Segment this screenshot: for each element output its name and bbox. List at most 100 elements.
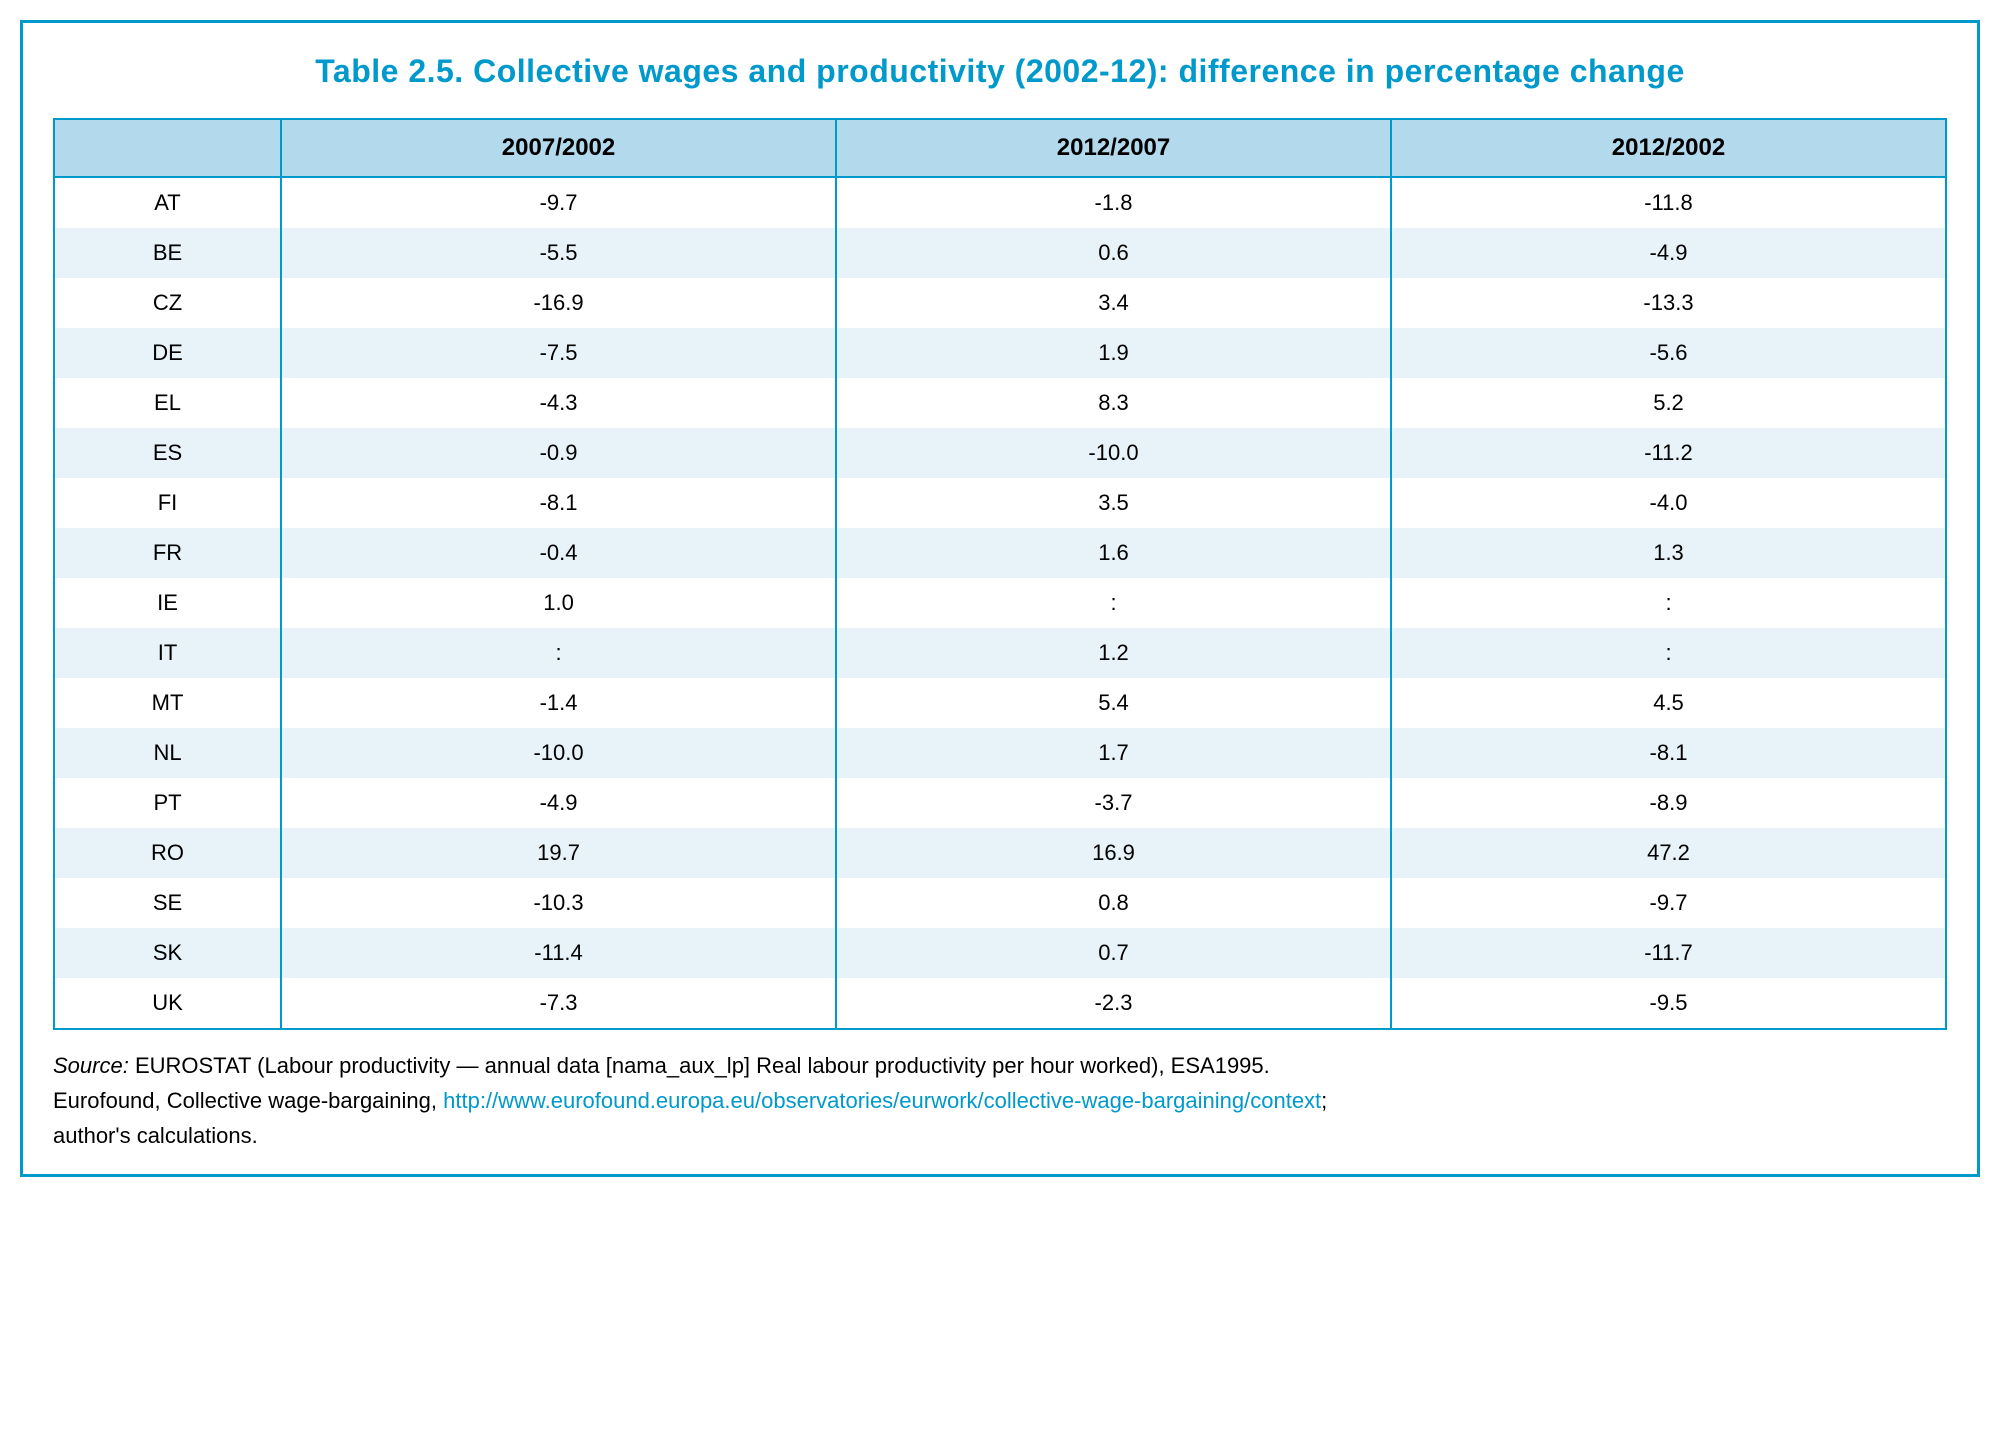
value-cell: -10.0 <box>836 428 1391 478</box>
country-cell: BE <box>54 228 281 278</box>
source-line2-after: ; <box>1321 1088 1327 1113</box>
value-cell: : <box>836 578 1391 628</box>
value-cell: 0.8 <box>836 878 1391 928</box>
value-cell: -11.8 <box>1391 177 1946 228</box>
col-header-2: 2012/2007 <box>836 119 1391 177</box>
value-cell: -11.7 <box>1391 928 1946 978</box>
table-row: EL-4.38.35.2 <box>54 378 1946 428</box>
value-cell: -0.4 <box>281 528 836 578</box>
value-cell: 8.3 <box>836 378 1391 428</box>
table-row: ES-0.9-10.0-11.2 <box>54 428 1946 478</box>
value-cell: 5.2 <box>1391 378 1946 428</box>
value-cell: 1.2 <box>836 628 1391 678</box>
col-header-3: 2012/2002 <box>1391 119 1946 177</box>
value-cell: -4.9 <box>281 778 836 828</box>
country-cell: RO <box>54 828 281 878</box>
country-cell: AT <box>54 177 281 228</box>
source-label: Source: <box>53 1053 129 1078</box>
value-cell: -16.9 <box>281 278 836 328</box>
value-cell: : <box>281 628 836 678</box>
table-row: IT:1.2: <box>54 628 1946 678</box>
value-cell: -8.9 <box>1391 778 1946 828</box>
table-row: NL-10.01.7-8.1 <box>54 728 1946 778</box>
country-cell: IE <box>54 578 281 628</box>
value-cell: -11.2 <box>1391 428 1946 478</box>
table-row: FR-0.41.61.3 <box>54 528 1946 578</box>
value-cell: -9.5 <box>1391 978 1946 1029</box>
source-line1: EUROSTAT (Labour productivity — annual d… <box>129 1053 1270 1078</box>
value-cell: -7.3 <box>281 978 836 1029</box>
value-cell: -5.6 <box>1391 328 1946 378</box>
country-cell: ES <box>54 428 281 478</box>
value-cell: 3.5 <box>836 478 1391 528</box>
value-cell: 3.4 <box>836 278 1391 328</box>
data-table: 2007/2002 2012/2007 2012/2002 AT-9.7-1.8… <box>53 118 1947 1030</box>
value-cell: -9.7 <box>281 177 836 228</box>
country-cell: CZ <box>54 278 281 328</box>
value-cell: 1.3 <box>1391 528 1946 578</box>
col-header-country <box>54 119 281 177</box>
value-cell: 0.7 <box>836 928 1391 978</box>
value-cell: -3.7 <box>836 778 1391 828</box>
table-title: Table 2.5. Collective wages and producti… <box>53 53 1947 90</box>
value-cell: 5.4 <box>836 678 1391 728</box>
value-cell: -9.7 <box>1391 878 1946 928</box>
table-row: FI-8.13.5-4.0 <box>54 478 1946 528</box>
value-cell: 16.9 <box>836 828 1391 878</box>
value-cell: 1.6 <box>836 528 1391 578</box>
table-row: CZ-16.93.4-13.3 <box>54 278 1946 328</box>
value-cell: 1.7 <box>836 728 1391 778</box>
country-cell: NL <box>54 728 281 778</box>
country-cell: UK <box>54 978 281 1029</box>
country-cell: FI <box>54 478 281 528</box>
country-cell: PT <box>54 778 281 828</box>
value-cell: -10.0 <box>281 728 836 778</box>
source-note: Source: EUROSTAT (Labour productivity — … <box>53 1048 1947 1154</box>
value-cell: -11.4 <box>281 928 836 978</box>
value-cell: 0.6 <box>836 228 1391 278</box>
source-link[interactable]: http://www.eurofound.europa.eu/observato… <box>443 1088 1321 1113</box>
value-cell: : <box>1391 578 1946 628</box>
value-cell: -7.5 <box>281 328 836 378</box>
value-cell: 19.7 <box>281 828 836 878</box>
value-cell: 47.2 <box>1391 828 1946 878</box>
value-cell: -8.1 <box>281 478 836 528</box>
country-cell: MT <box>54 678 281 728</box>
value-cell: -8.1 <box>1391 728 1946 778</box>
value-cell: 1.9 <box>836 328 1391 378</box>
country-cell: DE <box>54 328 281 378</box>
country-cell: SE <box>54 878 281 928</box>
table-row: DE-7.51.9-5.6 <box>54 328 1946 378</box>
source-line2-before: Eurofound, Collective wage-bargaining, <box>53 1088 443 1113</box>
table-frame: Table 2.5. Collective wages and producti… <box>20 20 1980 1177</box>
value-cell: 4.5 <box>1391 678 1946 728</box>
table-row: UK-7.3-2.3-9.5 <box>54 978 1946 1029</box>
table-row: PT-4.9-3.7-8.9 <box>54 778 1946 828</box>
value-cell: -10.3 <box>281 878 836 928</box>
table-row: SE-10.30.8-9.7 <box>54 878 1946 928</box>
table-body: AT-9.7-1.8-11.8BE-5.50.6-4.9CZ-16.93.4-1… <box>54 177 1946 1029</box>
country-cell: EL <box>54 378 281 428</box>
country-cell: IT <box>54 628 281 678</box>
table-row: AT-9.7-1.8-11.8 <box>54 177 1946 228</box>
table-row: SK-11.40.7-11.7 <box>54 928 1946 978</box>
country-cell: SK <box>54 928 281 978</box>
value-cell: -5.5 <box>281 228 836 278</box>
value-cell: -0.9 <box>281 428 836 478</box>
value-cell: -4.9 <box>1391 228 1946 278</box>
value-cell: -13.3 <box>1391 278 1946 328</box>
table-row: MT-1.45.44.5 <box>54 678 1946 728</box>
table-row: IE1.0:: <box>54 578 1946 628</box>
value-cell: : <box>1391 628 1946 678</box>
col-header-1: 2007/2002 <box>281 119 836 177</box>
value-cell: -2.3 <box>836 978 1391 1029</box>
table-header: 2007/2002 2012/2007 2012/2002 <box>54 119 1946 177</box>
source-line3: author's calculations. <box>53 1123 258 1148</box>
table-row: RO19.716.947.2 <box>54 828 1946 878</box>
table-row: BE-5.50.6-4.9 <box>54 228 1946 278</box>
value-cell: -1.4 <box>281 678 836 728</box>
value-cell: -4.0 <box>1391 478 1946 528</box>
value-cell: -1.8 <box>836 177 1391 228</box>
value-cell: 1.0 <box>281 578 836 628</box>
value-cell: -4.3 <box>281 378 836 428</box>
